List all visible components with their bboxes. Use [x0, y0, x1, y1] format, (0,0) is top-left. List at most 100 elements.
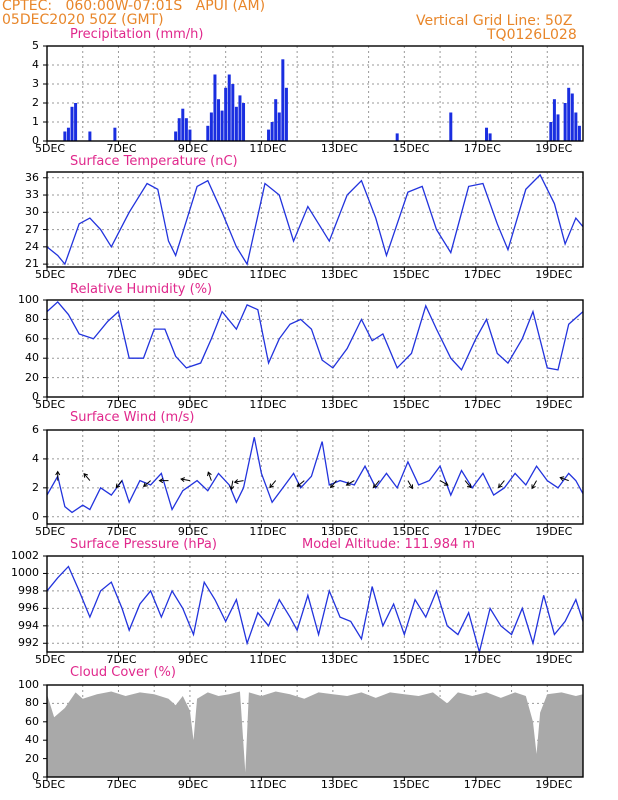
wind-arrow [531, 480, 537, 489]
panel-4-x-tick-label: 17DEC [463, 653, 501, 666]
panel-4-x-tick-label: 15DEC [392, 653, 430, 666]
panel-1-x-tick-label: 17DEC [463, 268, 501, 281]
panel-4-title: Surface Pressure (hPa) [70, 537, 217, 552]
panel-4-y-tick-label: 998 [18, 583, 39, 597]
wind-arrow [234, 480, 244, 483]
panel-0-x-tick-label: 5DEC [35, 142, 66, 155]
panel-4-x-tick-label: 11DEC [249, 653, 287, 666]
precip-bar [274, 99, 278, 141]
panel-2-y-tick-label: 60 [25, 331, 39, 345]
precip-bar [563, 103, 567, 141]
wind-arrow-head [330, 483, 335, 489]
precip-bar [556, 114, 560, 141]
panel-3-x-tick-label: 5DEC [35, 525, 66, 538]
panel-4-y-tick-label: 1000 [11, 566, 39, 580]
wind-arrow-head [497, 483, 503, 489]
panel-5-x-tick-label: 11DEC [249, 778, 287, 791]
panel-2-y-tick-label: 80 [25, 312, 39, 326]
precip-bar [552, 99, 556, 141]
precip-bar [63, 131, 67, 141]
panel-5-y-tick-label: 40 [25, 733, 39, 747]
panel-3-y-tick-label: 4 [32, 451, 39, 465]
panel-5-y-tick-label: 60 [25, 714, 39, 728]
precip-bar [549, 122, 553, 141]
panel-2-x-tick-label: 7DEC [106, 398, 137, 411]
panel-5-y-tick-label: 80 [25, 696, 39, 710]
precip-bar [570, 93, 574, 141]
cloud-cover-area [47, 691, 583, 777]
panel-2-y-tick-label: 100 [18, 293, 39, 306]
panel-0-y-tick-label: 4 [32, 58, 39, 71]
panel-0-x-tick-label: 7DEC [106, 142, 137, 155]
panel-0-y-tick-label: 5 [32, 39, 39, 52]
wind-arrow-head [296, 482, 302, 488]
precip-bar [217, 99, 221, 141]
panel-5-x-tick-label: 19DEC [535, 778, 573, 791]
panel-1-y-tick-label: 36 [25, 170, 39, 184]
precip-bar [574, 112, 578, 141]
wind-arrow-head [372, 483, 378, 489]
panel-5-x-tick-label: 15DEC [392, 778, 430, 791]
panel-1-x-tick-label: 9DEC [177, 268, 209, 281]
precip-bar [224, 87, 228, 141]
wind-arrow [330, 480, 337, 488]
precip-bar [227, 74, 231, 141]
panel-2-x-tick-label: 11DEC [249, 398, 287, 411]
panel-1-x-tick-label: 11DEC [249, 268, 287, 281]
panel-3-x-tick-label: 19DEC [535, 525, 573, 538]
panel-5-x-tick-label: 17DEC [463, 778, 501, 791]
panel-2-x-tick-label: 9DEC [177, 398, 209, 411]
panel-2-title: Relative Humidity (%) [70, 282, 213, 297]
wind-arrow [464, 480, 472, 488]
panel-1-y-tick-label: 21 [25, 257, 39, 271]
panel-4-x-tick-label: 5DEC [35, 653, 66, 666]
panel-1-x-tick-label: 5DEC [35, 268, 66, 281]
wind-arrow-head [83, 472, 89, 478]
precip-bar [213, 74, 217, 141]
wind-arrow-head [142, 482, 148, 488]
panel-2-x-tick-label: 15DEC [392, 398, 430, 411]
panel-0-frame [46, 45, 584, 142]
wind-arrow-head [443, 481, 449, 486]
wind-arrow-head [207, 471, 212, 477]
precip-bar [70, 106, 74, 141]
wind-arrow-head [559, 476, 565, 481]
precip-bar [277, 112, 281, 141]
panel-4-y-tick-label: 994 [18, 618, 39, 632]
panel-1-x-tick-label: 13DEC [320, 268, 358, 281]
panel-0-y-tick-label: 0 [32, 134, 39, 147]
panel-2-y-tick-label: 0 [32, 390, 39, 403]
panel-1-y-tick-label: 30 [25, 205, 39, 219]
precip-bar [174, 131, 178, 141]
wind-arrow-head [55, 470, 61, 476]
precip-bar [88, 131, 92, 141]
panel-3-x-tick-label: 7DEC [106, 525, 137, 538]
panel-4-x-tick-label: 19DEC [535, 653, 573, 666]
panel-3-y-tick-label: 0 [32, 509, 39, 523]
wind-arrow [560, 477, 569, 482]
header-location: CPTEC: 060:00W-07:01S APUI (AM) [2, 0, 266, 14]
panel-3-y-tick-label: 6 [32, 423, 39, 436]
panel-2-x-tick-label: 5DEC [35, 398, 66, 411]
wind-arrow-head [345, 481, 351, 486]
wind-arrow [180, 478, 191, 482]
precip-bar [74, 103, 78, 141]
wind-arrow [83, 473, 91, 481]
precip-bar [206, 125, 210, 141]
panel-1-frame [46, 171, 584, 268]
panel-4-frame [46, 555, 584, 653]
panel-4-x-tick-label: 7DEC [106, 653, 137, 666]
header-model-id: TQ0126L028 [487, 27, 577, 43]
wind-arrow [269, 480, 277, 488]
precip-bar [395, 133, 399, 141]
panel-2-series-line [46, 301, 584, 371]
precip-bar [113, 127, 117, 141]
wind-arrow-head [115, 483, 121, 489]
panel-1-series-line [46, 173, 584, 266]
panel-2-x-tick-label: 17DEC [463, 398, 501, 411]
precip-bar [284, 87, 288, 141]
panel-3-title: Surface Wind (m/s) [70, 410, 195, 425]
panel-1-x-tick-label: 7DEC [106, 268, 137, 281]
panel-0-y-tick-label: 3 [32, 77, 39, 90]
